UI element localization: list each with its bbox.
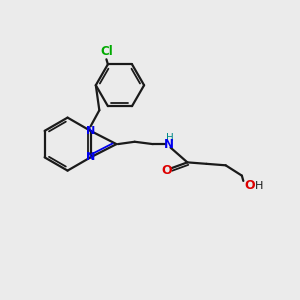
Text: H: H	[166, 133, 174, 142]
Text: H: H	[255, 181, 263, 191]
Text: N: N	[86, 152, 96, 162]
Text: O: O	[245, 179, 255, 192]
Text: Cl: Cl	[100, 45, 113, 58]
Text: O: O	[161, 164, 172, 177]
Text: N: N	[86, 126, 96, 136]
Text: N: N	[164, 138, 174, 151]
